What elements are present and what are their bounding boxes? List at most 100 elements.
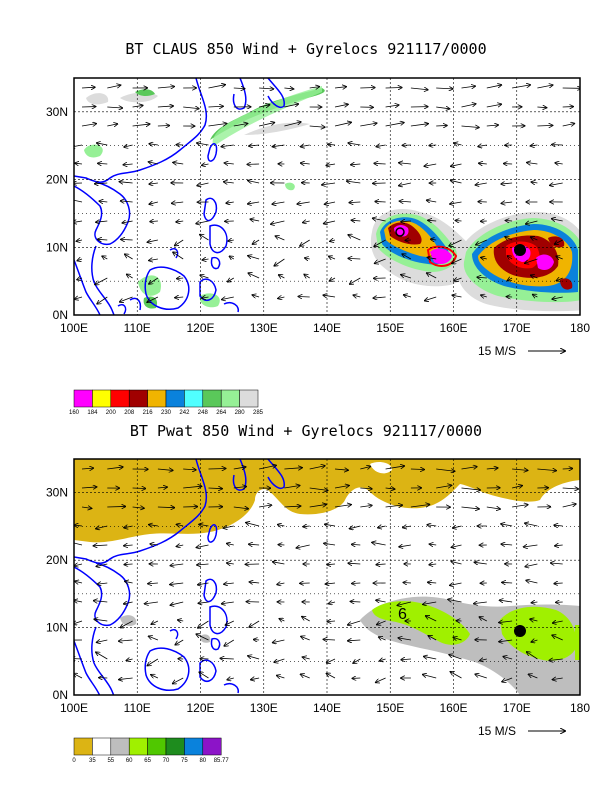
wind-vector bbox=[531, 602, 538, 603]
wind-vector bbox=[424, 164, 437, 166]
wind-vector bbox=[360, 87, 375, 88]
wind-vector bbox=[96, 652, 108, 660]
colorbar-label: 285 bbox=[253, 410, 264, 416]
wind-vector bbox=[424, 656, 437, 659]
wind-vector bbox=[198, 602, 209, 603]
wind-vector bbox=[512, 486, 522, 488]
wind-vector bbox=[183, 469, 196, 470]
colorbar-swatch bbox=[128, 737, 148, 756]
wind-vector bbox=[248, 656, 260, 660]
wind-vector bbox=[480, 659, 487, 661]
wind-vector bbox=[475, 674, 487, 679]
wind-vector bbox=[334, 104, 348, 107]
colorbar-label: 208 bbox=[124, 410, 135, 416]
wind-vector bbox=[427, 200, 437, 202]
wind-vector bbox=[481, 295, 487, 297]
wind-vector bbox=[199, 672, 209, 679]
wind-vector bbox=[284, 486, 299, 488]
wind-vector bbox=[323, 295, 336, 297]
wind-vector bbox=[436, 107, 449, 109]
latitude-label: 30N bbox=[46, 105, 68, 119]
wind-vector bbox=[147, 296, 159, 302]
colorbar-swatch bbox=[165, 737, 185, 756]
wind-vector bbox=[554, 583, 563, 584]
colorbar-label: 35 bbox=[89, 758, 96, 764]
wind-vector bbox=[149, 525, 158, 526]
wind-vector bbox=[273, 562, 285, 564]
wind-vector bbox=[96, 221, 108, 222]
wind-vector bbox=[126, 659, 133, 660]
wind-vector bbox=[325, 524, 336, 526]
wind-vector bbox=[150, 221, 158, 222]
wind-vector bbox=[505, 237, 513, 240]
wind-vector bbox=[512, 469, 528, 470]
wind-vector bbox=[81, 468, 93, 469]
wind-vector bbox=[124, 602, 133, 604]
wind-vector bbox=[94, 619, 108, 621]
wind-vector bbox=[461, 104, 476, 108]
wind-vector bbox=[501, 202, 513, 203]
wind-vector bbox=[380, 659, 386, 661]
wind-vector bbox=[426, 616, 437, 622]
wind-vector bbox=[81, 507, 92, 508]
wind-vector bbox=[455, 220, 462, 221]
wind-vector bbox=[376, 145, 386, 147]
wind-vector bbox=[376, 677, 386, 682]
wind-vector bbox=[461, 488, 481, 490]
wind-vector bbox=[246, 523, 260, 527]
wind-vector bbox=[124, 145, 133, 147]
latitude-label: 20N bbox=[46, 173, 68, 187]
wind-vector bbox=[74, 145, 83, 147]
wind-vector bbox=[555, 239, 563, 244]
wind-vector bbox=[334, 122, 351, 127]
wind-vector bbox=[224, 182, 234, 183]
colorbar-swatch bbox=[184, 737, 204, 756]
wind-vector bbox=[328, 144, 336, 145]
wind-vector bbox=[378, 526, 386, 528]
wind-vector bbox=[436, 469, 454, 471]
wind-vector bbox=[477, 277, 487, 278]
wind-vector bbox=[176, 524, 184, 526]
wind-vector bbox=[305, 258, 310, 259]
wind-vector bbox=[334, 505, 351, 507]
wind-vector bbox=[224, 583, 234, 584]
wind-vector bbox=[183, 486, 201, 488]
latitude-label: 10N bbox=[46, 240, 68, 254]
wind-vector bbox=[170, 564, 184, 566]
longitude-label: 140E bbox=[313, 321, 341, 335]
wind-vector bbox=[350, 601, 361, 602]
wind-vector bbox=[175, 297, 184, 298]
wind-vector bbox=[177, 278, 184, 279]
wind-vector bbox=[326, 673, 336, 679]
wind-vector bbox=[75, 581, 83, 583]
wind-vector bbox=[124, 564, 133, 565]
wind-vector bbox=[74, 674, 83, 679]
colorbar-label: 264 bbox=[216, 410, 227, 416]
longitude-label: 180 bbox=[570, 701, 590, 715]
wind-vector bbox=[150, 544, 158, 545]
wind-vector bbox=[98, 239, 108, 240]
wind-vector bbox=[97, 296, 108, 304]
wind-vector bbox=[562, 504, 576, 508]
wind-vector bbox=[552, 678, 563, 680]
wind-vector bbox=[410, 124, 428, 126]
latitude-labels: 30N 20N 10N 0N bbox=[46, 105, 68, 322]
wind-vector bbox=[525, 258, 538, 263]
wind-vector bbox=[278, 297, 285, 298]
wind-vector bbox=[176, 545, 184, 546]
longitude-label: 170E bbox=[503, 321, 531, 335]
wind-vector bbox=[551, 563, 563, 564]
wind-vector bbox=[248, 202, 260, 204]
wind-vector bbox=[451, 164, 462, 166]
wind-vector bbox=[486, 507, 500, 509]
wind-vector bbox=[379, 637, 386, 640]
wind-vector bbox=[334, 469, 348, 470]
wind-vector bbox=[525, 523, 538, 526]
wind-vector bbox=[474, 602, 487, 604]
wind-vector bbox=[277, 676, 285, 678]
wind-vector bbox=[401, 659, 411, 660]
wind-vector bbox=[228, 240, 234, 241]
wind-vector bbox=[224, 639, 235, 646]
wind-vector bbox=[348, 563, 361, 564]
colorbar-swatch bbox=[73, 737, 93, 756]
